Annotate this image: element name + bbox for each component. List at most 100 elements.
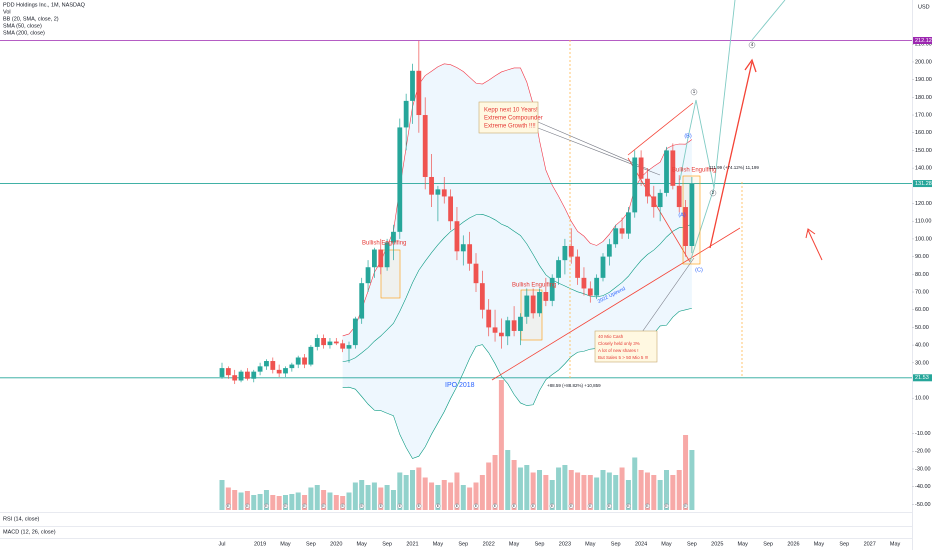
candle-body — [581, 277, 587, 289]
price-label-box — [913, 180, 932, 188]
candle-body — [499, 332, 504, 337]
arrow — [709, 61, 753, 249]
earnings-marker — [511, 503, 517, 509]
volume-bar — [600, 470, 606, 510]
earnings-label: E — [284, 504, 287, 508]
earnings-marker — [568, 503, 574, 509]
candle-body — [378, 249, 384, 268]
candle-body — [372, 249, 377, 268]
y-tick-label: 110.00 — [915, 219, 931, 225]
candle-body — [397, 127, 403, 232]
candle-body — [435, 189, 441, 195]
candle-body — [549, 277, 555, 301]
callout-line — [639, 257, 695, 336]
earnings-marker — [435, 503, 441, 509]
volume-bar — [606, 472, 612, 510]
pattern-label: Bullish Engulfing — [362, 241, 406, 247]
x-tick-label: 2022 — [483, 541, 495, 547]
volume-bar — [308, 487, 314, 510]
y-tick-label: -50.00 — [915, 502, 931, 508]
x-tick-label: Jul — [218, 541, 225, 547]
volume-bar — [384, 485, 390, 510]
wave-label: 1 — [693, 89, 696, 94]
candle-body — [670, 150, 676, 186]
volume-bar — [619, 467, 625, 510]
y-tick-label: 210.00 — [915, 42, 932, 48]
candle-body — [676, 185, 682, 208]
volume-bar — [270, 495, 276, 510]
volume-bar — [359, 480, 365, 510]
volume-bar — [638, 470, 644, 510]
candle-body — [302, 357, 307, 365]
earnings-marker — [492, 503, 498, 509]
candle-body — [587, 288, 593, 296]
volume-bar — [422, 477, 428, 510]
y-tick-label: 200.00 — [915, 59, 932, 65]
earnings-label: E — [322, 504, 325, 508]
earnings-label: E — [684, 504, 687, 508]
candle-body — [562, 245, 568, 261]
earnings-label: E — [303, 504, 306, 508]
y-tick-label: 30.00 — [915, 360, 929, 366]
earnings-label: E — [665, 504, 668, 508]
volume-bar — [689, 450, 695, 510]
volume-bar — [562, 465, 568, 510]
note-text: But Sales 5 > 50 Mio 5 !!! — [598, 355, 648, 360]
candle-body — [295, 357, 301, 365]
volume-bar — [683, 435, 689, 510]
price-label-box — [913, 36, 932, 44]
earnings-label: E — [418, 504, 421, 508]
volume-bar — [492, 455, 498, 510]
candle-body — [346, 345, 352, 349]
candle-body — [683, 207, 688, 246]
pattern-label: Bullish Engulfing — [672, 168, 716, 174]
y-tick-label: 150.00 — [915, 148, 932, 154]
candle-body — [645, 178, 650, 197]
earnings-label: E — [399, 504, 402, 508]
candle-body — [384, 242, 390, 268]
wave-label: 4 — [751, 42, 754, 47]
x-tick-label: 2023 — [559, 541, 571, 547]
legend-item: Vol — [3, 9, 11, 15]
candle-body — [537, 292, 542, 314]
y-tick-label: 140.00 — [915, 166, 932, 172]
volume-bar — [486, 462, 492, 510]
y-tick-label: 170.00 — [915, 112, 932, 118]
x-tick-label: 2021 — [406, 541, 418, 547]
volume-bar — [225, 487, 231, 510]
legend: PDD Holdings Inc., 1M, NASDAQ Vol BB (20… — [3, 2, 86, 36]
candle-body — [321, 338, 326, 346]
arrow-head — [805, 228, 816, 239]
volume-bar — [511, 460, 517, 510]
earnings-marker — [644, 503, 650, 509]
volume-bar — [251, 495, 257, 510]
x-tick-label: Sep — [458, 541, 468, 547]
y-tick-label: 10.00 — [915, 396, 929, 402]
volume-bar — [435, 485, 441, 510]
candle-body — [664, 150, 669, 193]
volume-bar — [587, 475, 593, 510]
trend-line — [627, 157, 691, 263]
earnings-label: E — [437, 504, 440, 508]
volume-bar — [517, 467, 523, 510]
volume-bar — [664, 470, 669, 510]
volume-bar — [581, 475, 587, 510]
volume-bar — [397, 472, 403, 510]
price-label: 21.53 — [915, 375, 929, 381]
x-tick-label: May — [890, 541, 901, 547]
volume-bar — [321, 490, 327, 510]
volume-bar — [403, 475, 409, 510]
earnings-label: E — [475, 504, 478, 508]
candle-body — [568, 245, 574, 257]
candle-body — [314, 338, 320, 347]
candle-body — [454, 221, 460, 252]
candle-body — [289, 364, 295, 369]
volume-bar — [365, 485, 371, 510]
volume-bar — [657, 480, 663, 510]
bb-fill — [342, 63, 692, 459]
y-tick-label: 120.00 — [915, 201, 932, 207]
earnings-label: E — [551, 504, 554, 508]
trend-line — [627, 102, 694, 156]
volume-bar — [556, 467, 562, 510]
y-tick-label: 160.00 — [915, 130, 932, 136]
